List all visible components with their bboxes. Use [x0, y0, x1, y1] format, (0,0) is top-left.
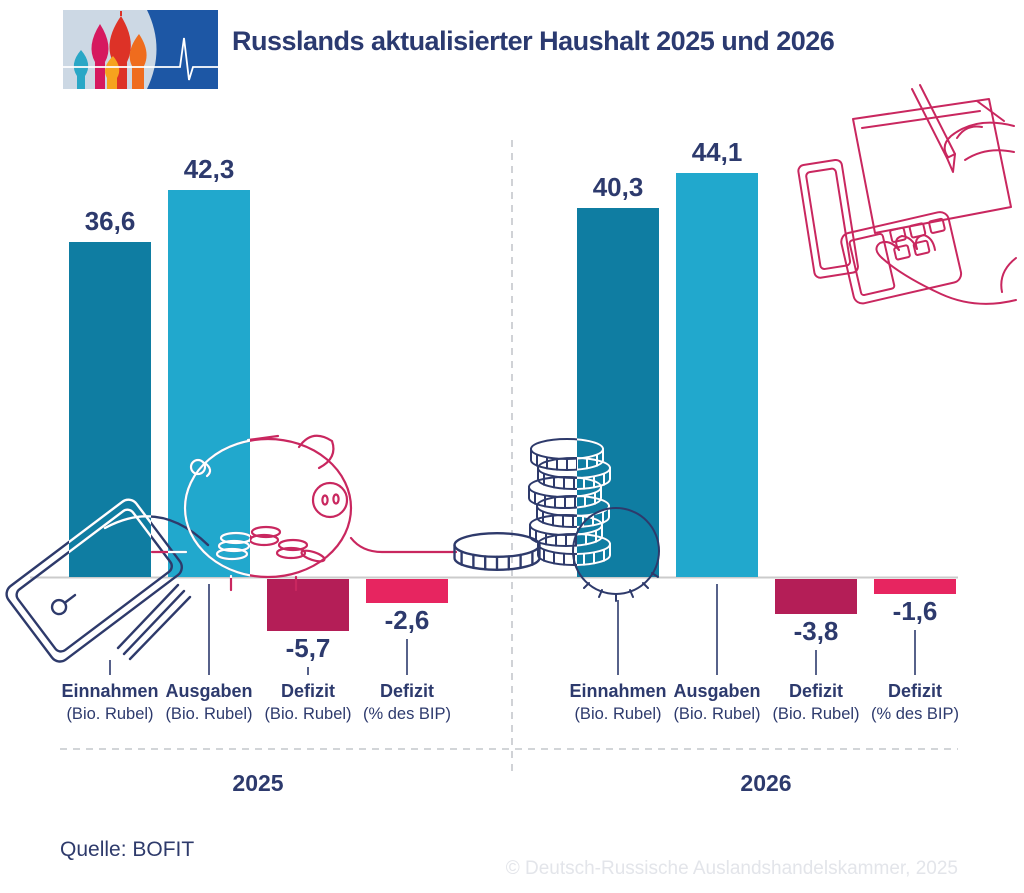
- bar-category-label: Defizit: [789, 681, 843, 701]
- st-basil-domes-icon: [73, 11, 147, 89]
- bar-unit-label: (Bio. Rubel): [165, 705, 252, 723]
- bar-unit-label: (Bio. Rubel): [673, 705, 760, 723]
- source-note: Quelle: BOFIT: [60, 838, 195, 861]
- bar-category-label: Einnahmen: [569, 681, 666, 701]
- bar-unit-label: (Bio. Rubel): [574, 705, 661, 723]
- bars-layer: [69, 173, 956, 631]
- bar-category-label: Defizit: [888, 681, 942, 701]
- bar-value-label: -2,6: [385, 605, 430, 635]
- bar-category-label: Ausgaben: [673, 681, 760, 701]
- labels-layer: 36,6 Einnahmen (Bio. Rubel) 42,3 Ausgaben (Bi…: [61, 137, 959, 796]
- bar-value-label: -5,7: [286, 633, 331, 663]
- bar-value-label: 42,3: [184, 154, 235, 184]
- calculator-hands-illustration: [796, 84, 1017, 307]
- bar-category-label: Ausgaben: [165, 681, 252, 701]
- bar-value-label: 44,1: [692, 137, 743, 167]
- bar-unit-label: (% des BIP): [363, 705, 451, 723]
- large-coin-illustration: [572, 507, 660, 602]
- bar-value-label: 40,3: [593, 172, 644, 202]
- bar-2026-defizit-2: [775, 579, 857, 614]
- bar-unit-label: (Bio. Rubel): [772, 705, 859, 723]
- kremlin-domes-pulse-logo: [63, 10, 218, 89]
- bar-category-label: Defizit: [281, 681, 335, 701]
- bar-2025-defizit-3: [366, 579, 448, 603]
- year-label: 2025: [232, 770, 283, 796]
- bar-2026-defizit-3: [874, 579, 956, 594]
- bar-2025-defizit-2: [267, 579, 349, 631]
- copyright-note: © Deutsch-Russische Auslandshandelskamme…: [505, 858, 958, 879]
- bar-2026-ausgaben-1: [676, 173, 758, 577]
- bar-value-label: -1,6: [893, 596, 938, 626]
- bar-value-label: 36,6: [85, 206, 136, 236]
- bar-unit-label: (Bio. Rubel): [264, 705, 351, 723]
- page-title: Russlands aktualisierter Haushalt 2025 u…: [232, 26, 835, 56]
- bar-unit-label: (Bio. Rubel): [66, 705, 153, 723]
- year-label: 2026: [740, 770, 791, 796]
- bar-category-label: Defizit: [380, 681, 434, 701]
- bar-2025-ausgaben-1: [168, 190, 250, 577]
- bar-value-label: -3,8: [794, 616, 839, 646]
- bar-unit-label: (% des BIP): [871, 705, 959, 723]
- bar-category-label: Einnahmen: [61, 681, 158, 701]
- pulse-line-icon: [63, 37, 218, 81]
